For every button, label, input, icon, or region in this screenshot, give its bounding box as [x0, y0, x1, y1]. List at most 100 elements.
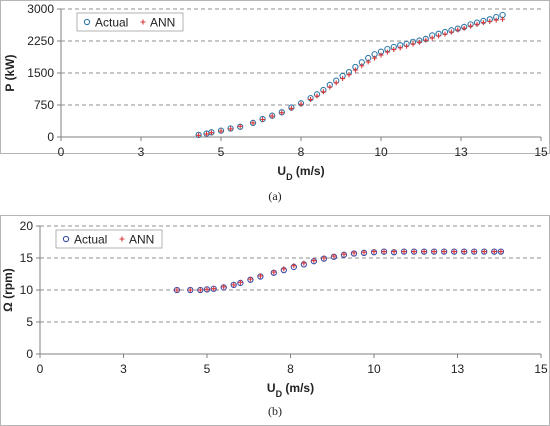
ann-point [174, 287, 180, 293]
ann-point [431, 249, 437, 255]
ann-point [351, 250, 357, 256]
x-tick-label: 10 [374, 145, 388, 159]
actual-point [491, 248, 498, 255]
ann-point [411, 249, 417, 255]
y-tick-label: 3000 [27, 2, 54, 16]
legend-box [55, 229, 163, 249]
ann-point [498, 249, 504, 255]
ann-point [500, 16, 506, 22]
actual-point [471, 248, 478, 255]
x-axis-title: UD (m/s) [277, 164, 324, 182]
ann-point [468, 23, 474, 29]
x-tick-label: 0 [58, 145, 65, 159]
ann-point [221, 284, 227, 290]
ann-point [237, 279, 243, 285]
ann-point [491, 249, 497, 255]
legend-ann-marker [140, 19, 146, 25]
ann-point [291, 263, 297, 269]
actual-point [451, 248, 458, 255]
ann-point [301, 260, 307, 266]
ann-point [257, 273, 263, 279]
ann-point [279, 110, 285, 116]
x-tick-label: 13 [454, 145, 468, 159]
ann-point [341, 251, 347, 257]
ann-point [321, 255, 327, 261]
actual-point [440, 248, 448, 255]
y-tick-label: 750 [34, 98, 54, 112]
ann-point [288, 105, 294, 111]
ann-point [231, 282, 237, 288]
panel-label: (a) [268, 189, 281, 203]
actual-point [197, 286, 204, 294]
y-tick-label: 10 [20, 283, 34, 297]
ann-point [451, 249, 457, 255]
chart-panel-b: 0 3 5 8 10 13 15 0 5 10 15 20 UD (m/s) Ω (rpm) Actual A… [0, 215, 550, 426]
x-tick-label: 3 [138, 145, 145, 159]
ann-point [448, 29, 454, 35]
ann-point [481, 249, 487, 255]
actual-point [249, 119, 257, 127]
ann-point [436, 33, 442, 39]
ann-point [384, 49, 390, 55]
legend-ann-label: ANN [129, 233, 154, 247]
ann-point [346, 72, 352, 78]
x-axis-title: UD (m/s) [267, 381, 314, 399]
ann-point [365, 59, 371, 65]
actual-point [380, 248, 388, 255]
y-tick-label: 1500 [27, 66, 54, 80]
x-tick-label: 3 [120, 362, 127, 376]
ann-point [196, 132, 202, 138]
ann-point [361, 249, 367, 255]
actual-point [400, 248, 408, 255]
ann-point [271, 269, 277, 275]
x-tick-label: 10 [367, 362, 381, 376]
chart-panel-a: 0 3 5 8 10 13 15 0 750 1500 2250 3000 UD (m/s) P (kW)… [0, 0, 550, 203]
actual-point [481, 248, 488, 255]
ann-point [461, 249, 467, 255]
ann-point [442, 31, 448, 37]
legend-actual-marker [62, 235, 70, 243]
ann-point [474, 21, 480, 27]
ann-point [487, 18, 493, 24]
ann-point [372, 55, 378, 61]
ann-point [378, 52, 384, 58]
legend-actual-label: Actual [95, 16, 128, 30]
y-tick-label: 2250 [27, 34, 54, 48]
ann-point [404, 43, 410, 49]
ann-point [314, 93, 320, 99]
legend-ann-marker [119, 236, 125, 242]
ann-point [410, 41, 416, 47]
legend-ann-label: ANN [150, 16, 175, 30]
y-axis-title: Ω (rpm) [1, 268, 15, 312]
ann-point [260, 117, 266, 123]
actual-point [203, 286, 211, 293]
ann-point [397, 45, 403, 51]
panel-label: (b) [268, 404, 282, 418]
ann-point [250, 120, 256, 126]
x-tick-label: 8 [287, 362, 294, 376]
ann-point [298, 101, 304, 107]
actual-point [430, 248, 438, 255]
ann-point [455, 27, 461, 33]
x-tick-label: 8 [298, 145, 305, 159]
ann-point [281, 266, 287, 272]
actual-point [187, 286, 194, 294]
ann-point [401, 249, 407, 255]
actual-point [461, 248, 468, 255]
ann-point [269, 113, 275, 119]
ann-point [320, 89, 326, 95]
ann-point [204, 286, 210, 292]
actual-point [230, 281, 237, 289]
ann-point [247, 276, 253, 282]
ann-point [340, 76, 346, 82]
ann-point [423, 37, 429, 43]
ann-point [333, 80, 339, 86]
ann-point [228, 126, 234, 132]
ann-point [416, 39, 422, 45]
actual-point [173, 286, 181, 294]
x-tick-label: 5 [204, 362, 211, 376]
y-tick-label: 0 [26, 347, 33, 361]
ann-point [421, 249, 427, 255]
y-tick-label: 5 [26, 315, 33, 329]
